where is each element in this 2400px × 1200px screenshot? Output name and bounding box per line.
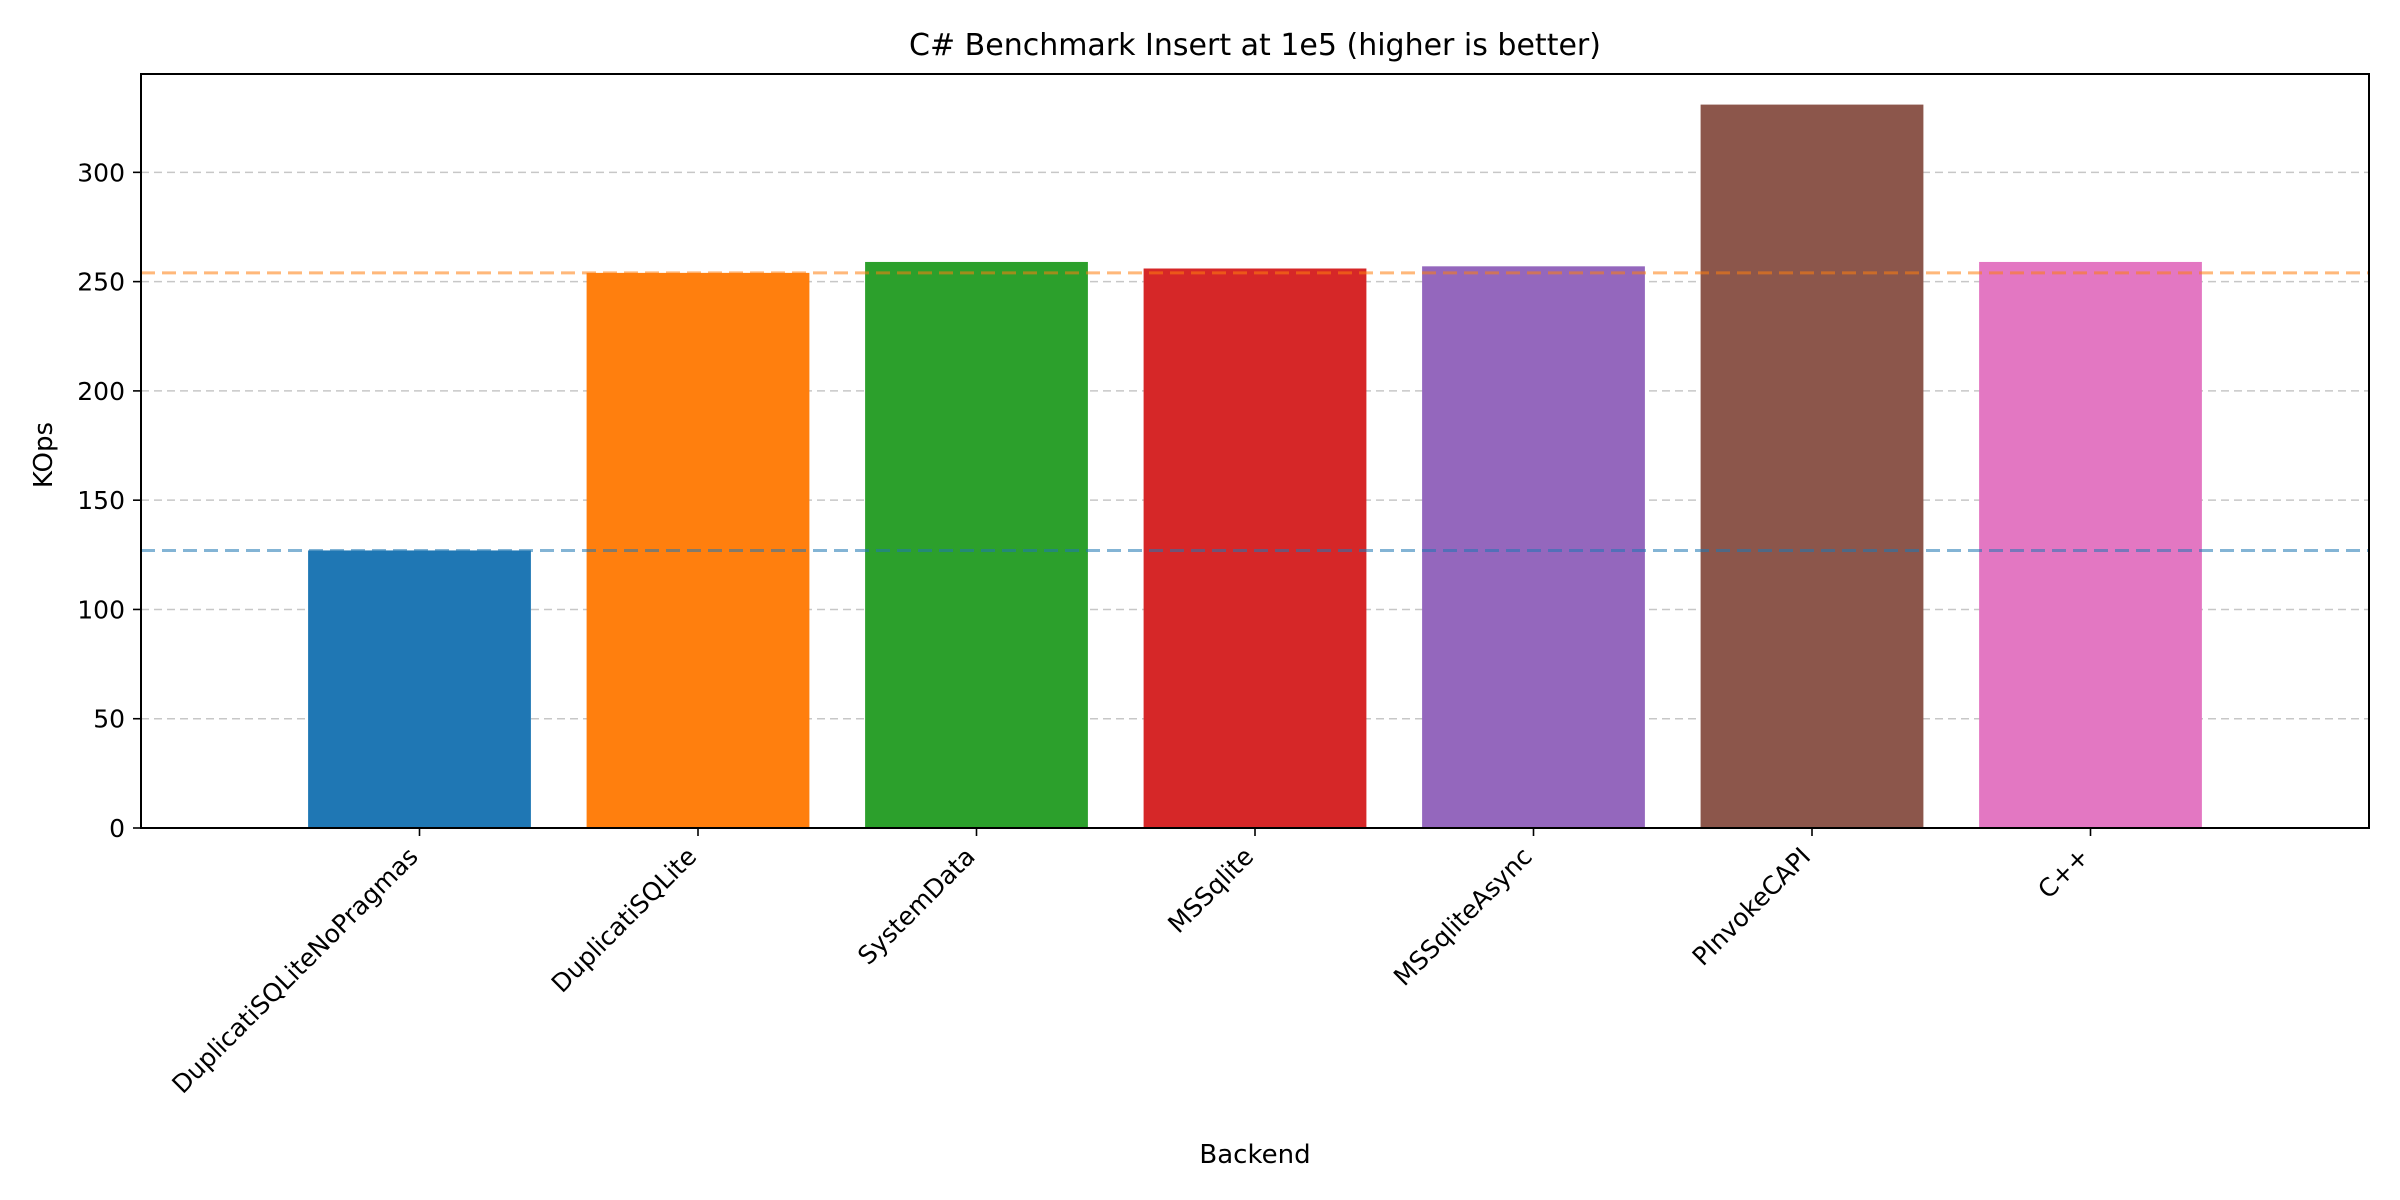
x-tick-label: SystemData xyxy=(852,842,981,971)
reference-lines xyxy=(141,271,2369,552)
chart-title: C# Benchmark Insert at 1e5 (higher is be… xyxy=(909,28,1601,63)
bar-6 xyxy=(1979,261,2202,828)
y-tick-label: 150 xyxy=(77,486,125,515)
bar-0 xyxy=(308,550,531,828)
y-tick-label: 0 xyxy=(109,814,125,843)
x-tick-label: DuplicatiSQLiteNoPragmas xyxy=(166,842,423,1099)
x-tick-label: PInvokeCAPI xyxy=(1687,842,1817,972)
bar-4 xyxy=(1422,266,1645,828)
x-tick-label: C++ xyxy=(2032,842,2094,904)
y-tick-label: 100 xyxy=(77,595,125,624)
bar-5 xyxy=(1700,104,1924,828)
y-tick-label: 300 xyxy=(77,158,125,187)
bar-3 xyxy=(1143,268,1367,828)
x-tick-label: MSSqliteAsync xyxy=(1388,842,1538,992)
x-axis-label: Backend xyxy=(1199,1140,1310,1170)
x-tick-label: DuplicatiSQLite xyxy=(546,842,702,998)
bar-2 xyxy=(865,261,1088,828)
x-tick-label: MSSqlite xyxy=(1162,842,1259,939)
y-tick-label: 200 xyxy=(77,377,125,406)
y-axis-ticks: 0 50 100 150 200 250 300 xyxy=(77,158,141,843)
y-axis-label: KOps xyxy=(29,422,59,488)
x-axis-ticks: DuplicatiSQLiteNoPragmas DuplicatiSQLite S… xyxy=(166,828,2095,1099)
y-tick-label: 50 xyxy=(93,705,125,734)
y-tick-label: 250 xyxy=(77,268,125,297)
bars xyxy=(308,104,2202,828)
